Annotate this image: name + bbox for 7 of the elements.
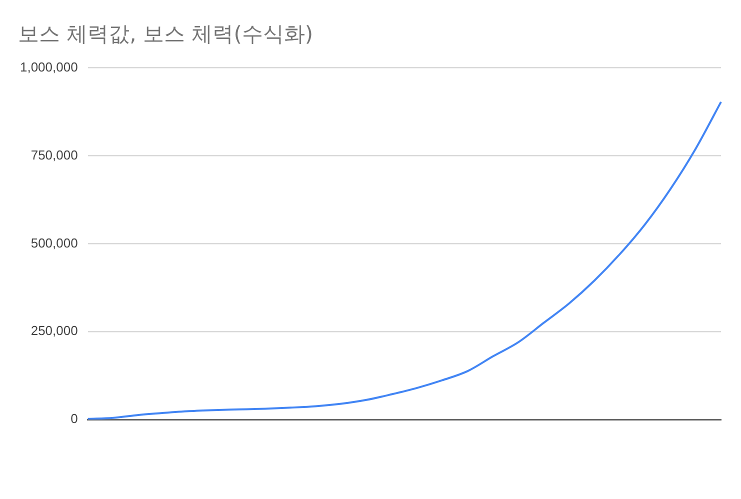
y-tick-label: 250,000 [30,323,78,338]
y-tick-label: 750,000 [30,147,78,162]
y-tick-label: 1,000,000 [20,59,78,74]
y-tick-label: 500,000 [30,235,78,250]
y-tick-label: 0 [70,411,78,426]
line-series [86,100,722,420]
chart-title: 보스 체력값, 보스 체력(수식화) [18,21,314,48]
